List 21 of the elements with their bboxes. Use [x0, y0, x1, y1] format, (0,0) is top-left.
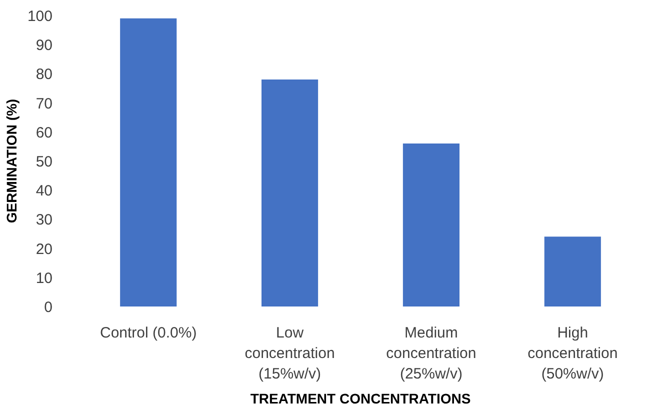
x-tick-label: Low concentration (15%w/v) [244, 324, 335, 382]
y-tick-label: 80 [36, 66, 53, 84]
y-tick-label: 0 [44, 299, 52, 316]
bar [262, 80, 318, 306]
y-axis-title: GERMINATION (%) [3, 98, 20, 224]
y-tick-label: 90 [36, 37, 53, 54]
y-tick-label: 60 [36, 124, 53, 142]
bar [544, 236, 601, 306]
bar [402, 144, 460, 306]
x-tick-label: Control (0.0%) [100, 324, 197, 342]
bar [120, 18, 177, 306]
y-tick-label: 30 [36, 212, 53, 229]
x-tick-label: Medium concentration (25%w/v) [386, 324, 476, 382]
y-tick-label: 20 [36, 240, 53, 258]
y-tick-label: 10 [36, 270, 53, 287]
y-tick-label: 50 [36, 154, 53, 170]
y-tick-label: 100 [27, 8, 53, 25]
x-tick-label: High concentration (50%w/v) [528, 324, 618, 382]
x-axis-title: TREATMENT CONCENTRATIONS [250, 390, 471, 406]
y-tick-label: 70 [36, 95, 53, 112]
y-tick-label: 40 [36, 182, 53, 200]
